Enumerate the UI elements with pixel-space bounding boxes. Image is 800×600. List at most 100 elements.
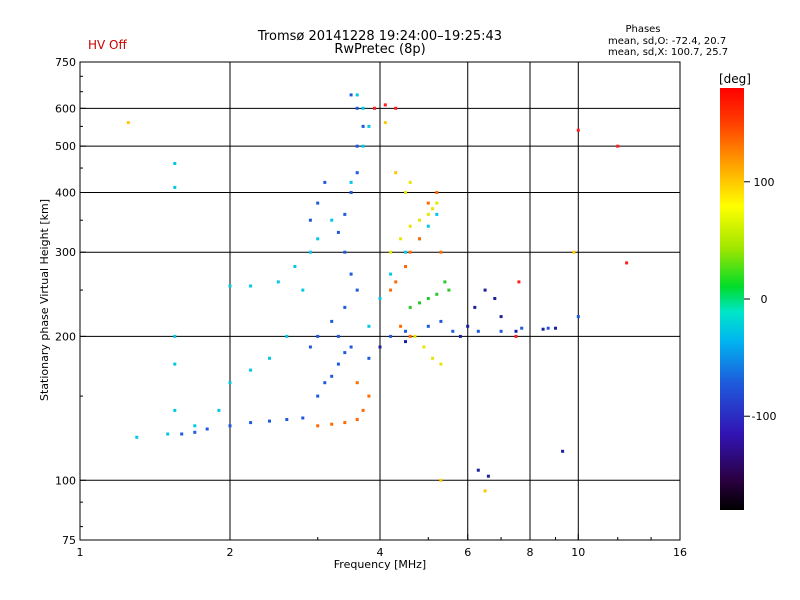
data-point xyxy=(422,345,426,349)
scatter-points xyxy=(126,93,629,493)
data-point xyxy=(355,381,359,385)
x-tick-label: 6 xyxy=(464,546,471,559)
data-point xyxy=(431,356,435,360)
colorbar xyxy=(720,88,744,510)
data-point xyxy=(367,124,371,128)
data-point xyxy=(316,237,320,241)
data-point xyxy=(499,329,503,333)
data-point xyxy=(336,230,340,234)
data-point xyxy=(301,288,305,292)
data-point xyxy=(466,324,470,328)
data-point xyxy=(418,218,421,222)
data-point xyxy=(576,128,580,132)
data-point xyxy=(499,315,503,319)
data-point xyxy=(576,315,580,319)
data-point xyxy=(476,468,480,472)
x-tick-label: 1 xyxy=(77,546,84,559)
data-point xyxy=(616,144,620,148)
tick-marks xyxy=(79,61,681,541)
data-point xyxy=(349,93,353,97)
colorbar-label: [deg] xyxy=(719,72,751,86)
data-point xyxy=(439,250,443,254)
data-point xyxy=(408,180,412,184)
data-point xyxy=(323,381,327,385)
data-point xyxy=(435,201,439,205)
data-point xyxy=(330,374,334,378)
data-point xyxy=(389,334,393,338)
data-point xyxy=(355,93,359,97)
data-point xyxy=(308,250,312,254)
y-tick-label: 200 xyxy=(55,330,76,343)
y-tick-label: 500 xyxy=(55,140,76,153)
data-point xyxy=(355,418,359,421)
data-point xyxy=(399,324,403,328)
phase-stats-o: mean, sd,O: -72.4, 20.7 xyxy=(608,36,726,47)
data-point xyxy=(228,284,232,288)
data-point xyxy=(228,424,232,428)
data-point xyxy=(378,297,382,300)
x-tick-label: 8 xyxy=(527,546,534,559)
data-point xyxy=(173,185,177,189)
data-point xyxy=(426,212,430,216)
data-point xyxy=(367,356,371,360)
data-point xyxy=(404,250,407,254)
data-point xyxy=(330,319,334,323)
data-point xyxy=(435,292,439,296)
data-point xyxy=(404,191,407,194)
data-point xyxy=(308,218,312,222)
data-point xyxy=(389,272,393,276)
data-point xyxy=(476,329,480,333)
data-point xyxy=(413,334,417,338)
data-point xyxy=(408,305,412,309)
data-point xyxy=(408,334,412,338)
data-point xyxy=(383,103,387,107)
data-point xyxy=(483,288,487,292)
data-point xyxy=(486,474,490,478)
data-point xyxy=(323,180,327,184)
data-point xyxy=(349,191,353,194)
data-point xyxy=(439,362,443,366)
data-point xyxy=(293,265,297,268)
y-tick-label: 750 xyxy=(55,56,76,69)
data-point xyxy=(316,394,320,398)
x-tick-label: 10 xyxy=(571,546,585,559)
x-tick-labels: 1 2 4 6 8 10 16 xyxy=(77,546,688,559)
y-tick-label: 300 xyxy=(55,246,76,259)
y-tick-labels: 75 100 200 300 400 500 600 750 xyxy=(55,56,76,547)
data-point xyxy=(561,449,565,453)
data-point xyxy=(355,171,359,175)
data-point xyxy=(349,180,353,184)
data-point xyxy=(228,381,232,385)
data-point xyxy=(404,329,407,333)
data-point xyxy=(308,345,312,349)
data-point xyxy=(378,345,382,349)
data-point xyxy=(268,356,271,360)
data-point xyxy=(355,106,359,110)
data-point xyxy=(173,408,177,412)
data-point xyxy=(404,340,407,344)
data-point xyxy=(166,432,170,436)
phase-stats-title: Phases xyxy=(625,24,660,35)
data-point xyxy=(426,201,430,205)
y-tick-label: 100 xyxy=(55,474,76,487)
data-point xyxy=(217,408,221,412)
data-point xyxy=(517,280,521,284)
data-point xyxy=(389,288,393,292)
chart-title: Tromsø 20141228 19:24:00–19:25:43 xyxy=(257,29,502,44)
data-point xyxy=(625,261,629,265)
data-point xyxy=(343,250,347,254)
chart-subtitle: RwPretec (8p) xyxy=(334,42,425,57)
data-point xyxy=(514,329,518,333)
data-point xyxy=(355,144,359,148)
data-point xyxy=(361,144,365,148)
gridlines xyxy=(80,62,680,540)
data-point xyxy=(205,427,209,431)
y-tick-label: 75 xyxy=(62,534,76,547)
data-point xyxy=(541,327,545,331)
data-point xyxy=(483,489,487,493)
phase-stats-x: mean, sd,X: 100.7, 25.7 xyxy=(608,47,728,58)
data-point xyxy=(451,329,455,333)
data-point xyxy=(316,201,320,205)
x-tick-label: 16 xyxy=(673,546,687,559)
data-point xyxy=(135,435,139,439)
